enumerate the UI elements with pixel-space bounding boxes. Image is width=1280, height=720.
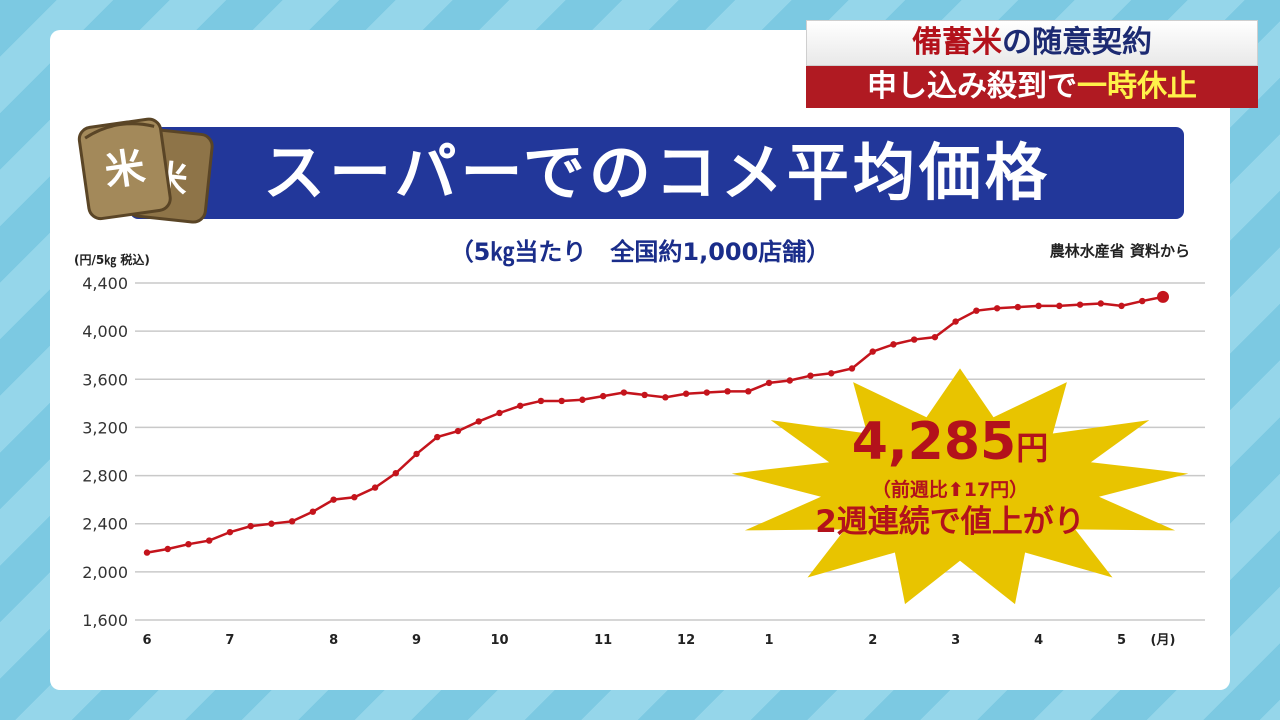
data-point	[807, 372, 814, 379]
caption-line-2-accent: 一時休止	[1077, 69, 1197, 104]
svg-text:米: 米	[102, 144, 148, 195]
callout-price-line: 4,285円	[760, 412, 1140, 478]
x-tick-label: 10	[490, 633, 508, 648]
data-point	[434, 433, 441, 441]
data-point	[164, 545, 171, 553]
data-point	[662, 394, 669, 401]
data-point	[226, 528, 234, 536]
chart-source: 農林水産省 資料から	[1049, 242, 1190, 260]
callout-price-unit: 円	[1016, 429, 1049, 467]
y-tick-label: 2,400	[82, 515, 128, 534]
data-point	[517, 402, 524, 409]
news-caption: 備蓄米の随意契約 申し込み殺到で一時休止	[806, 20, 1258, 108]
data-point	[247, 522, 254, 530]
data-point	[1118, 302, 1125, 310]
data-point	[745, 388, 752, 395]
y-tick-label: 2,800	[82, 467, 128, 486]
y-axis-unit: (円/5㎏ 税込)	[74, 253, 150, 267]
data-point	[1076, 301, 1084, 308]
y-tick-label: 3,600	[82, 370, 128, 389]
x-tick-label: 6	[142, 633, 151, 648]
x-tick-label: 12	[677, 633, 695, 648]
data-point	[993, 305, 1001, 312]
data-point	[475, 418, 482, 425]
x-tick-label: 1	[765, 633, 774, 648]
data-point	[1014, 303, 1022, 311]
data-point	[724, 388, 731, 395]
data-point	[537, 397, 545, 405]
x-tick-label: 9	[412, 633, 421, 648]
data-point	[371, 484, 379, 491]
data-point	[973, 307, 980, 314]
x-tick-label: 3	[951, 633, 960, 648]
chart-title: スーパーでのコメ平均価格	[263, 136, 1051, 209]
data-point	[703, 389, 711, 396]
data-point	[351, 494, 358, 501]
data-point	[288, 518, 296, 525]
burst-shape	[731, 368, 1189, 605]
data-point	[579, 396, 586, 403]
x-tick-label: 2	[868, 633, 877, 648]
y-tick-label: 3,200	[82, 418, 128, 437]
x-tick-label: 7	[225, 633, 234, 648]
data-point	[931, 333, 939, 341]
data-point	[869, 348, 876, 355]
title-bar	[130, 127, 1184, 219]
y-tick-label: 4,400	[82, 274, 128, 293]
caption-line-1-accent: 備蓄米	[912, 25, 1002, 60]
y-tick-label: 4,000	[82, 322, 128, 341]
callout-change: （前週比⬆17円）	[871, 479, 1029, 501]
y-tick-label: 1,600	[82, 611, 128, 630]
data-point	[786, 377, 793, 384]
data-point	[1035, 302, 1042, 310]
data-point	[890, 341, 897, 348]
y-tick-label: 2,000	[82, 563, 128, 582]
data-point	[268, 520, 275, 527]
data-point	[1097, 300, 1104, 307]
data-point	[765, 379, 773, 387]
data-point	[682, 390, 690, 397]
data-point	[143, 549, 151, 556]
data-point	[185, 540, 192, 548]
chart-subtitle: （5㎏当たり 全国約1,000店舗）	[449, 238, 831, 266]
rice-bag-icon: 米 米	[77, 117, 214, 224]
caption-line-1-rest: の随意契約	[1002, 25, 1152, 60]
price-line	[146, 295, 1164, 554]
latest-point	[1157, 290, 1169, 303]
caption-line-2: 申し込み殺到で一時休止	[806, 66, 1258, 108]
data-point	[1139, 297, 1146, 305]
data-point	[620, 389, 628, 396]
data-point	[952, 318, 959, 325]
x-tick-label: (月)	[1151, 633, 1176, 648]
data-point	[330, 496, 337, 503]
x-tick-label: 4	[1034, 633, 1043, 648]
data-point	[392, 469, 400, 477]
data-point	[413, 450, 420, 458]
callout-price: 4,285	[851, 412, 1017, 472]
price-callout: 4,285円 （前週比⬆17円） 2週連続で値上がり	[760, 412, 1140, 542]
x-tick-label: 11	[594, 633, 612, 648]
x-tick-label: 5	[1117, 633, 1126, 648]
data-point	[558, 397, 565, 405]
data-point	[1056, 302, 1063, 310]
data-point	[848, 365, 856, 372]
data-point	[206, 537, 213, 544]
data-point	[910, 336, 918, 343]
caption-line-1: 備蓄米の随意契約	[806, 20, 1258, 66]
data-point	[641, 391, 648, 399]
data-point	[828, 370, 835, 377]
callout-note: 2週連続で値上がり	[815, 504, 1085, 540]
x-tick-label: 8	[329, 633, 338, 648]
caption-line-2-rest: 申し込み殺到で	[867, 69, 1077, 104]
data-point	[599, 392, 607, 400]
data-point	[496, 409, 503, 417]
data-point	[309, 508, 317, 515]
data-point	[454, 427, 462, 435]
